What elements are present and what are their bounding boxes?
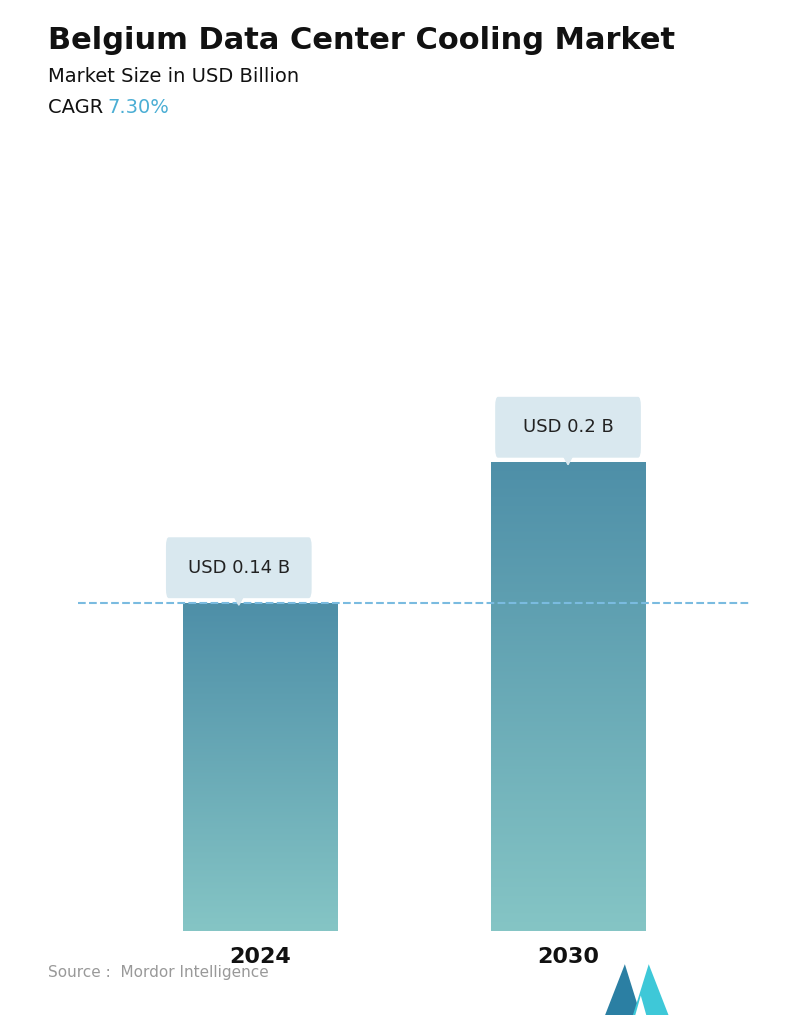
Polygon shape [633,964,669,1015]
Polygon shape [635,996,646,1015]
Text: USD 0.2 B: USD 0.2 B [523,419,614,436]
Text: Belgium Data Center Cooling Market: Belgium Data Center Cooling Market [48,26,675,55]
Polygon shape [560,449,576,464]
FancyBboxPatch shape [166,538,312,598]
FancyBboxPatch shape [495,397,641,458]
Polygon shape [605,964,641,1015]
Text: 7.30%: 7.30% [107,98,170,117]
Text: USD 0.14 B: USD 0.14 B [188,558,290,577]
Polygon shape [230,588,248,605]
Text: Market Size in USD Billion: Market Size in USD Billion [48,67,298,86]
Text: Source :  Mordor Intelligence: Source : Mordor Intelligence [48,965,268,980]
Text: CAGR: CAGR [48,98,109,117]
